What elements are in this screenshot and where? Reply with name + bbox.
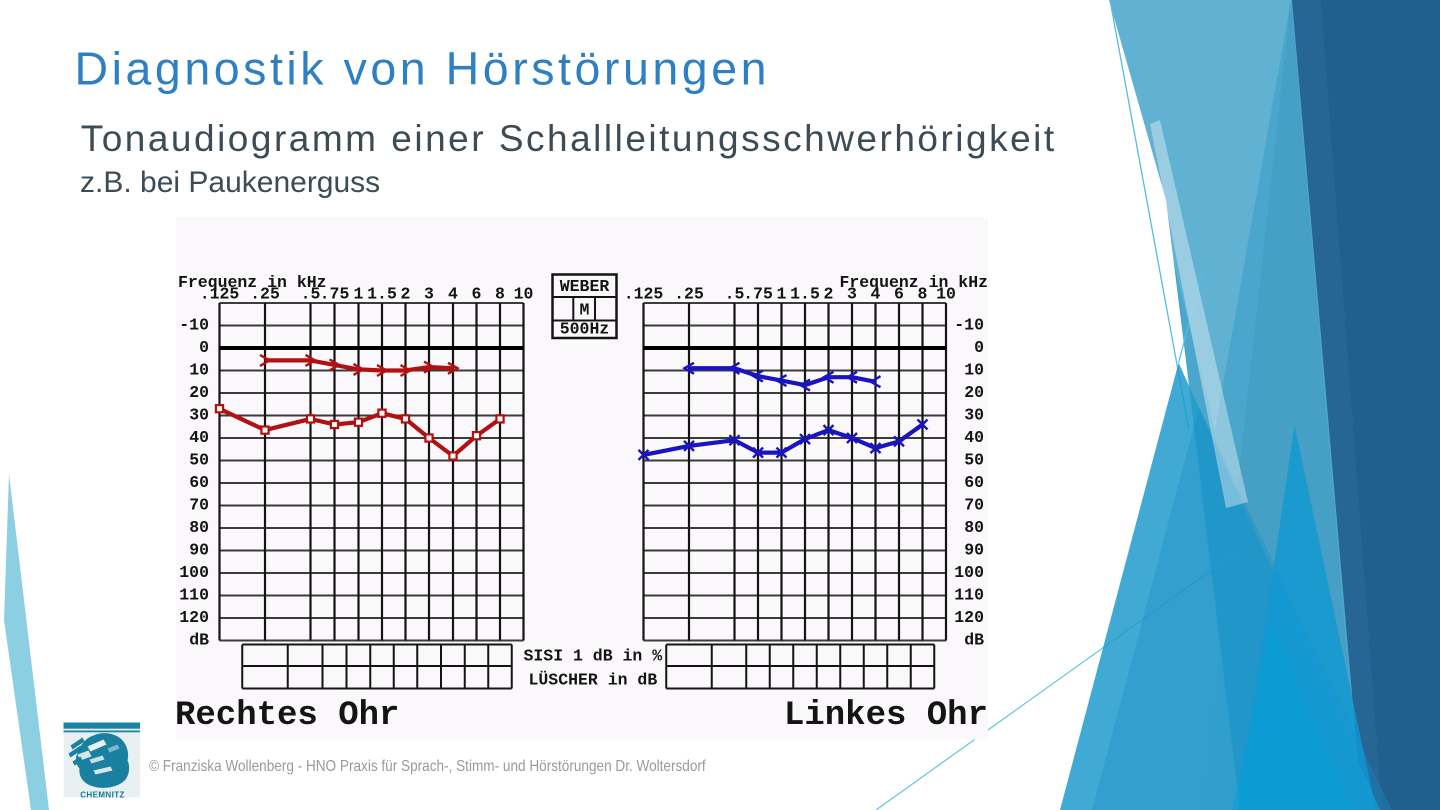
svg-text:Tonaudiogramm einer Schallleit: Tonaudiogramm einer Schallleitungsschwer… — [81, 118, 1057, 159]
svg-text:Frequenz in kHz: Frequenz in kHz — [839, 273, 988, 292]
svg-text:3: 3 — [847, 285, 857, 304]
svg-text:50: 50 — [964, 450, 984, 469]
svg-text:120: 120 — [954, 608, 984, 627]
svg-text:.125: .125 — [624, 285, 664, 304]
svg-text:.25: .25 — [250, 285, 280, 304]
svg-text:6: 6 — [894, 285, 904, 304]
svg-text:110: 110 — [954, 585, 984, 604]
svg-text:dB: dB — [964, 630, 984, 649]
svg-text:20: 20 — [189, 383, 209, 402]
svg-text:.5: .5 — [301, 285, 321, 304]
svg-text:120: 120 — [179, 608, 209, 627]
svg-text:100: 100 — [179, 563, 209, 582]
svg-text:100: 100 — [954, 563, 984, 582]
svg-text:LÜSCHER in dB: LÜSCHER in dB — [529, 671, 658, 690]
svg-text:1: 1 — [777, 285, 787, 304]
svg-text:2: 2 — [401, 285, 411, 304]
svg-text:110: 110 — [179, 585, 209, 604]
svg-text:40: 40 — [964, 428, 984, 447]
svg-text:10: 10 — [936, 285, 956, 304]
svg-text:z.B. bei Paukenerguss: z.B. bei Paukenerguss — [80, 166, 380, 199]
svg-text:80: 80 — [189, 518, 209, 537]
svg-text:20: 20 — [964, 383, 984, 402]
svg-text:Diagnostik von Hörstörungen: Diagnostik von Hörstörungen — [75, 42, 771, 94]
svg-text:70: 70 — [964, 495, 984, 514]
svg-text:40: 40 — [189, 428, 209, 447]
svg-text:30: 30 — [964, 405, 984, 424]
svg-text:CHEMNITZ: CHEMNITZ — [80, 791, 125, 800]
svg-text:© Franziska Wollenberg - HNO P: © Franziska Wollenberg - HNO Praxis für … — [149, 758, 707, 775]
svg-text:90: 90 — [189, 540, 209, 559]
svg-text:Frequenz in kHz: Frequenz in kHz — [178, 273, 327, 292]
svg-text:2: 2 — [824, 285, 834, 304]
svg-text:3: 3 — [424, 285, 434, 304]
svg-text:8: 8 — [918, 285, 928, 304]
svg-text:Linkes Ohr: Linkes Ohr — [784, 697, 988, 735]
svg-text:60: 60 — [964, 473, 984, 492]
svg-text:10: 10 — [964, 360, 984, 379]
svg-text:SISI 1 dB in %: SISI 1 dB in % — [524, 647, 663, 666]
svg-text:10: 10 — [514, 285, 534, 304]
svg-text:M: M — [580, 301, 590, 320]
svg-text:.5: .5 — [725, 285, 745, 304]
svg-text:dB: dB — [189, 630, 209, 649]
svg-text:500Hz: 500Hz — [560, 320, 610, 339]
svg-text:70: 70 — [189, 495, 209, 514]
svg-text:.75: .75 — [320, 285, 350, 304]
svg-text:WEBER: WEBER — [560, 277, 610, 296]
svg-text:60: 60 — [189, 473, 209, 492]
svg-text:Rechtes Ohr: Rechtes Ohr — [175, 697, 399, 735]
svg-text:4: 4 — [871, 285, 881, 304]
svg-text:.25: .25 — [674, 285, 704, 304]
svg-text:50: 50 — [189, 450, 209, 469]
svg-text:0: 0 — [199, 338, 209, 357]
svg-text:1.5: 1.5 — [367, 285, 397, 304]
svg-text:0: 0 — [974, 338, 984, 357]
svg-text:-10: -10 — [179, 315, 209, 334]
svg-text:30: 30 — [189, 405, 209, 424]
svg-text:6: 6 — [472, 285, 482, 304]
svg-text:10: 10 — [189, 360, 209, 379]
svg-text:4: 4 — [448, 285, 458, 304]
svg-text:80: 80 — [964, 518, 984, 537]
svg-text:1.5: 1.5 — [790, 285, 820, 304]
svg-text:-10: -10 — [954, 315, 984, 334]
svg-text:90: 90 — [964, 540, 984, 559]
svg-text:.125: .125 — [200, 285, 240, 304]
svg-text:8: 8 — [495, 285, 505, 304]
svg-text:1: 1 — [354, 285, 364, 304]
svg-text:.75: .75 — [743, 285, 773, 304]
